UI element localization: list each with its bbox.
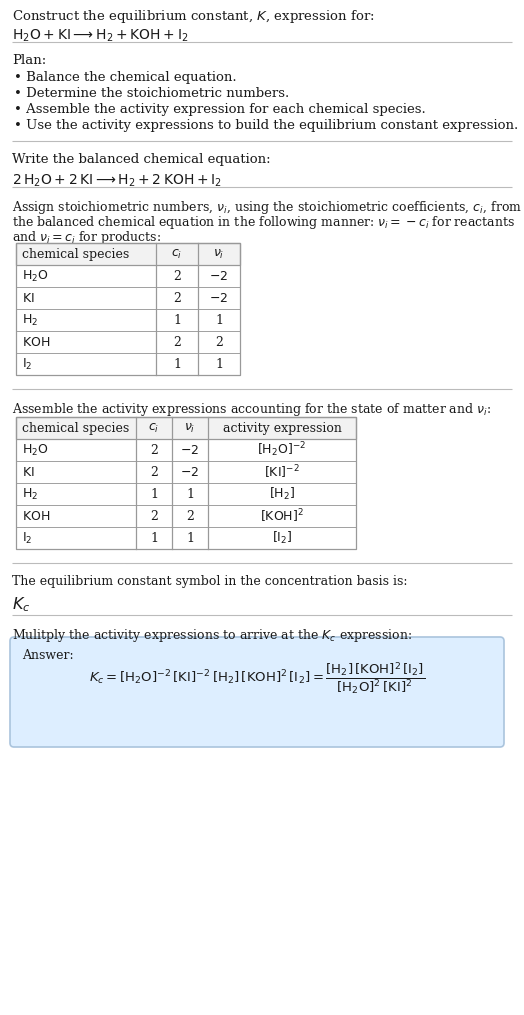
- Text: Construct the equilibrium constant, $K$, expression for:: Construct the equilibrium constant, $K$,…: [12, 8, 375, 25]
- Text: 2: 2: [173, 270, 181, 282]
- Bar: [16, 243, 240, 265]
- FancyBboxPatch shape: [10, 637, 504, 747]
- Text: $\mathrm{I_2}$: $\mathrm{I_2}$: [22, 356, 32, 371]
- Bar: [16, 527, 356, 549]
- Text: chemical species: chemical species: [22, 248, 129, 261]
- Text: • Balance the chemical equation.: • Balance the chemical equation.: [14, 71, 237, 84]
- Text: activity expression: activity expression: [223, 421, 342, 434]
- Text: $\mathrm{H_2O + KI} \longrightarrow \mathrm{H_2 + KOH + I_2}$: $\mathrm{H_2O + KI} \longrightarrow \mat…: [12, 28, 189, 45]
- Text: $-2$: $-2$: [180, 466, 200, 478]
- Bar: [16, 287, 240, 309]
- Bar: [16, 505, 356, 527]
- Text: $\nu_i$: $\nu_i$: [184, 421, 195, 434]
- Text: Answer:: Answer:: [22, 649, 74, 662]
- Text: 2: 2: [215, 336, 223, 348]
- Text: 1: 1: [215, 314, 223, 327]
- Text: $-2$: $-2$: [210, 291, 228, 304]
- Text: 2: 2: [173, 336, 181, 348]
- Bar: [16, 243, 240, 375]
- Text: • Use the activity expressions to build the equilibrium constant expression.: • Use the activity expressions to build …: [14, 119, 518, 132]
- Bar: [16, 461, 356, 483]
- Text: 2: 2: [150, 466, 158, 478]
- Text: $[\mathrm{H_2}]$: $[\mathrm{H_2}]$: [269, 486, 295, 502]
- Text: 1: 1: [150, 487, 158, 500]
- Bar: [16, 353, 240, 375]
- Text: $\mathrm{KOH}$: $\mathrm{KOH}$: [22, 336, 50, 348]
- Text: the balanced chemical equation in the following manner: $\nu_i = -c_i$ for react: the balanced chemical equation in the fo…: [12, 214, 515, 231]
- Text: $\mathrm{I_2}$: $\mathrm{I_2}$: [22, 531, 32, 545]
- Bar: [16, 483, 356, 505]
- Bar: [16, 331, 240, 353]
- Text: $\mathrm{2\,H_2O + 2\,KI} \longrightarrow \mathrm{H_2 + 2\,KOH + I_2}$: $\mathrm{2\,H_2O + 2\,KI} \longrightarro…: [12, 173, 222, 190]
- Text: 2: 2: [150, 444, 158, 457]
- Bar: [16, 417, 356, 439]
- Text: $\mathrm{H_2O}$: $\mathrm{H_2O}$: [22, 443, 49, 458]
- Bar: [16, 417, 356, 549]
- Text: Mulitply the activity expressions to arrive at the $K_c$ expression:: Mulitply the activity expressions to arr…: [12, 627, 412, 644]
- Text: $\mathrm{KI}$: $\mathrm{KI}$: [22, 466, 35, 478]
- Text: 1: 1: [150, 532, 158, 544]
- Text: 2: 2: [150, 510, 158, 523]
- Text: $\nu_i$: $\nu_i$: [213, 248, 225, 261]
- Text: $[\mathrm{I_2}]$: $[\mathrm{I_2}]$: [272, 530, 292, 546]
- Text: $\mathrm{H_2}$: $\mathrm{H_2}$: [22, 486, 38, 501]
- Text: $[\mathrm{H_2O}]^{-2}$: $[\mathrm{H_2O}]^{-2}$: [257, 441, 307, 460]
- Text: • Determine the stoichiometric numbers.: • Determine the stoichiometric numbers.: [14, 87, 289, 100]
- Text: $c_i$: $c_i$: [171, 248, 183, 261]
- Text: $-2$: $-2$: [180, 444, 200, 457]
- Text: 2: 2: [173, 291, 181, 304]
- Text: $\mathrm{H_2}$: $\mathrm{H_2}$: [22, 313, 38, 328]
- Text: 1: 1: [215, 357, 223, 370]
- Text: • Assemble the activity expression for each chemical species.: • Assemble the activity expression for e…: [14, 103, 425, 116]
- Text: 1: 1: [186, 532, 194, 544]
- Text: $-2$: $-2$: [210, 270, 228, 282]
- Text: $[\mathrm{KI}]^{-2}$: $[\mathrm{KI}]^{-2}$: [264, 463, 300, 481]
- Text: and $\nu_i = c_i$ for products:: and $\nu_i = c_i$ for products:: [12, 229, 161, 246]
- Bar: [16, 265, 240, 287]
- Text: The equilibrium constant symbol in the concentration basis is:: The equilibrium constant symbol in the c…: [12, 576, 408, 588]
- Text: Plan:: Plan:: [12, 54, 46, 67]
- Text: Assign stoichiometric numbers, $\nu_i$, using the stoichiometric coefficients, $: Assign stoichiometric numbers, $\nu_i$, …: [12, 199, 522, 216]
- Text: $\mathrm{KOH}$: $\mathrm{KOH}$: [22, 510, 50, 523]
- Text: 1: 1: [186, 487, 194, 500]
- Bar: [16, 439, 356, 461]
- Text: $K_c$: $K_c$: [12, 595, 30, 614]
- Text: $[\mathrm{KOH}]^2$: $[\mathrm{KOH}]^2$: [260, 508, 304, 525]
- Bar: [16, 309, 240, 331]
- Text: $c_i$: $c_i$: [148, 421, 160, 434]
- Text: 2: 2: [186, 510, 194, 523]
- Text: chemical species: chemical species: [22, 421, 129, 434]
- Text: $\mathrm{KI}$: $\mathrm{KI}$: [22, 291, 35, 304]
- Text: $K_c = [\mathrm{H_2O}]^{-2}\,[\mathrm{KI}]^{-2}\,[\mathrm{H_2}]\,[\mathrm{KOH}]^: $K_c = [\mathrm{H_2O}]^{-2}\,[\mathrm{KI…: [89, 661, 425, 697]
- Text: 1: 1: [173, 314, 181, 327]
- Text: 1: 1: [173, 357, 181, 370]
- Text: $\mathrm{H_2O}$: $\mathrm{H_2O}$: [22, 268, 49, 283]
- Text: Write the balanced chemical equation:: Write the balanced chemical equation:: [12, 153, 270, 166]
- Text: Assemble the activity expressions accounting for the state of matter and $\nu_i$: Assemble the activity expressions accoun…: [12, 401, 491, 418]
